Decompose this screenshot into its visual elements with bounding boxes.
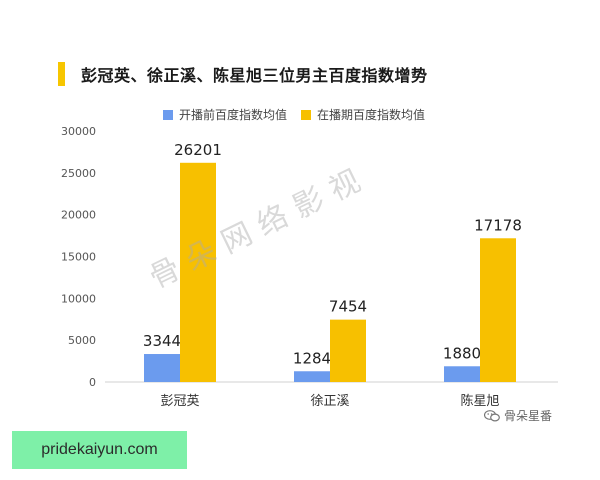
- title-accent-bar: [58, 62, 65, 86]
- bar-series2: [330, 319, 366, 382]
- bar-value-label: 26201: [174, 141, 222, 159]
- site-badge[interactable]: pridekaiyun.com: [12, 431, 187, 469]
- chart-title-block: 彭冠英、徐正溪、陈星旭三位男主百度指数增势: [58, 60, 428, 88]
- chart-legend: 开播前百度指数均值 在播期百度指数均值: [163, 106, 439, 123]
- wechat-icon: [484, 409, 500, 422]
- bar-series2: [180, 162, 216, 382]
- bar-value-label: 7454: [329, 298, 367, 316]
- brand-label: 骨朵星番: [504, 409, 553, 423]
- legend-label-series1: 开播前百度指数均值: [179, 108, 288, 122]
- legend-item-series1: 开播前百度指数均值: [163, 106, 287, 123]
- legend-swatch-series2: [301, 109, 312, 120]
- y-tick-label: 5000: [68, 334, 96, 347]
- legend-label-series2: 在播期百度指数均值: [317, 108, 426, 122]
- legend-swatch-series1: [163, 109, 173, 120]
- brand-mark: 骨朵星番: [484, 407, 552, 424]
- bar-series1: [444, 366, 480, 382]
- y-tick-label: 30000: [61, 125, 96, 138]
- bar-series1: [294, 371, 330, 382]
- bar-value-label: 1880: [443, 344, 481, 362]
- y-tick-label: 15000: [61, 251, 96, 264]
- x-category-label: 徐正溪: [310, 394, 349, 409]
- legend-item-series2: 在播期百度指数均值: [301, 106, 425, 123]
- x-category-label: 彭冠英: [160, 394, 199, 409]
- bar-value-label: 3344: [143, 332, 181, 350]
- y-tick-label: 10000: [61, 292, 96, 305]
- x-category-label: 陈星旭: [460, 393, 499, 409]
- bar-value-label: 1284: [293, 349, 331, 367]
- bar-series1: [144, 354, 180, 382]
- y-tick-label: 25000: [61, 167, 96, 180]
- site-label: pridekaiyun.com: [41, 441, 158, 458]
- y-tick-label: 20000: [61, 209, 96, 222]
- chart-title: 彭冠英、徐正溪、陈星旭三位男主百度指数增势: [81, 66, 428, 85]
- bar-series2: [480, 238, 516, 382]
- bar-value-label: 17178: [474, 216, 522, 234]
- y-tick-label: 0: [89, 376, 96, 389]
